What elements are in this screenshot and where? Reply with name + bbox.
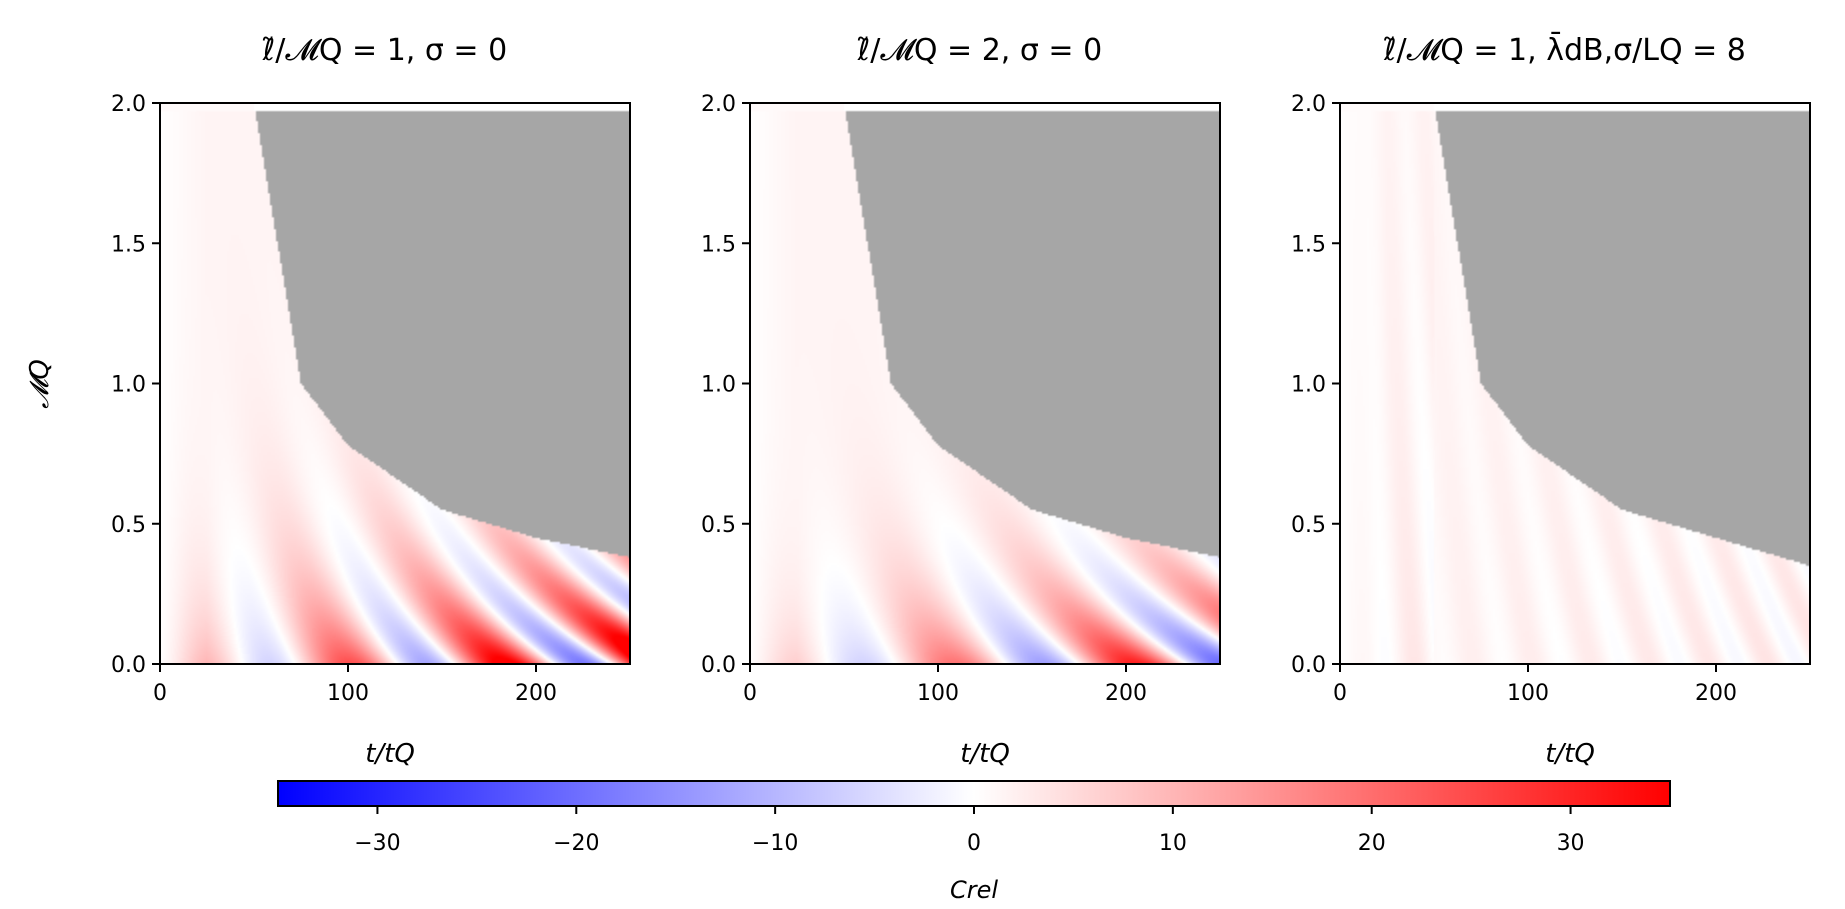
y-tick-label: 0.5	[701, 513, 736, 538]
y-tick-label: 1.0	[111, 373, 146, 398]
colorbar-tick-label: −30	[354, 831, 400, 856]
colorbar-label: Crel	[950, 876, 998, 904]
colorbar: −30 −20 −10 0 10 20 30 Crel	[277, 780, 1671, 904]
panel-2: ℓ̃/𝓜Q = 2, σ = 0 0 100 2000.00.51.01.52.0 …	[701, 33, 1221, 769]
panel-1-ylabel: 𝓜Q	[25, 359, 55, 409]
panel-3-xlabel: t/tQ	[1545, 739, 1595, 769]
colorbar-tick-label: −10	[752, 831, 798, 856]
panel-2-heatmap	[750, 103, 1220, 664]
y-tick-label: 0.0	[111, 653, 146, 678]
x-tick-label: 0	[153, 681, 167, 706]
x-tick-label: 100	[327, 681, 369, 706]
colorbar-tick-label: 30	[1557, 831, 1585, 856]
y-tick-label: 0.0	[701, 653, 736, 678]
x-tick-label: 200	[515, 681, 557, 706]
x-tick-label: 100	[1507, 681, 1549, 706]
panel-2-ticks: 0 100 200 0.0 0.5 1.0 1.5 2.0	[701, 92, 1147, 706]
y-tick-label: 1.5	[1291, 232, 1326, 257]
colorbar-gradient	[277, 780, 1671, 807]
y-tick-label: 2.0	[701, 92, 736, 117]
x-tick-label: 0	[1333, 681, 1347, 706]
x-tick-label: 100	[917, 681, 959, 706]
y-tick-label: 0.5	[111, 513, 146, 538]
y-tick-label: 2.0	[1291, 92, 1326, 117]
y-tick-label: 1.0	[1291, 373, 1326, 398]
y-tick-label: 1.5	[111, 232, 146, 257]
panel-3: ℓ̃/𝓜Q = 1, λ̄dB,σ/LQ = 8 0 100 200 0.0 0.5 1.…	[1291, 32, 1811, 769]
panel-1-heatmap	[160, 103, 630, 664]
panel-3-heatmap	[1340, 103, 1810, 664]
y-tick-label: 1.0	[701, 373, 736, 398]
x-tick-label: 200	[1695, 681, 1737, 706]
panel-1-xlabel: t/tQ	[365, 739, 415, 769]
colorbar-tick-label: 0	[967, 831, 981, 856]
panel-3-title: ℓ̃/𝓜Q = 1, λ̄dB,σ/LQ = 8	[1383, 32, 1746, 68]
y-tick-label: 1.5	[701, 232, 736, 257]
x-tick-label: 200	[1105, 681, 1147, 706]
y-tick-label: 0.0	[1291, 653, 1326, 678]
panel-1: ℓ̃/𝓜Q = 1, σ = 0 0 100 2000.00.51.01.52.0 …	[25, 33, 631, 769]
y-tick-label: 0.5	[1291, 513, 1326, 538]
panel-2-xlabel: t/tQ	[960, 739, 1010, 769]
panel-3-ticks: 0 100 200 0.0 0.5 1.0 1.5 2.0	[1291, 92, 1737, 706]
colorbar-tick-label: 10	[1159, 831, 1187, 856]
panel-1-title: ℓ̃/𝓜Q = 1, σ = 0	[262, 33, 507, 68]
y-tick-label: 2.0	[111, 92, 146, 117]
colorbar-ticks: −30 −20 −10 0 10 20 30	[354, 806, 1585, 856]
x-tick-label: 0	[743, 681, 757, 706]
colorbar-tick-label: 20	[1358, 831, 1386, 856]
panel-2-title: ℓ̃/𝓜Q = 2, σ = 0	[857, 33, 1102, 68]
panel-1-ticks: 0 100 200 0.0 0.5 1.0 1.5 2.0	[111, 92, 557, 706]
colorbar-tick-label: −20	[553, 831, 599, 856]
